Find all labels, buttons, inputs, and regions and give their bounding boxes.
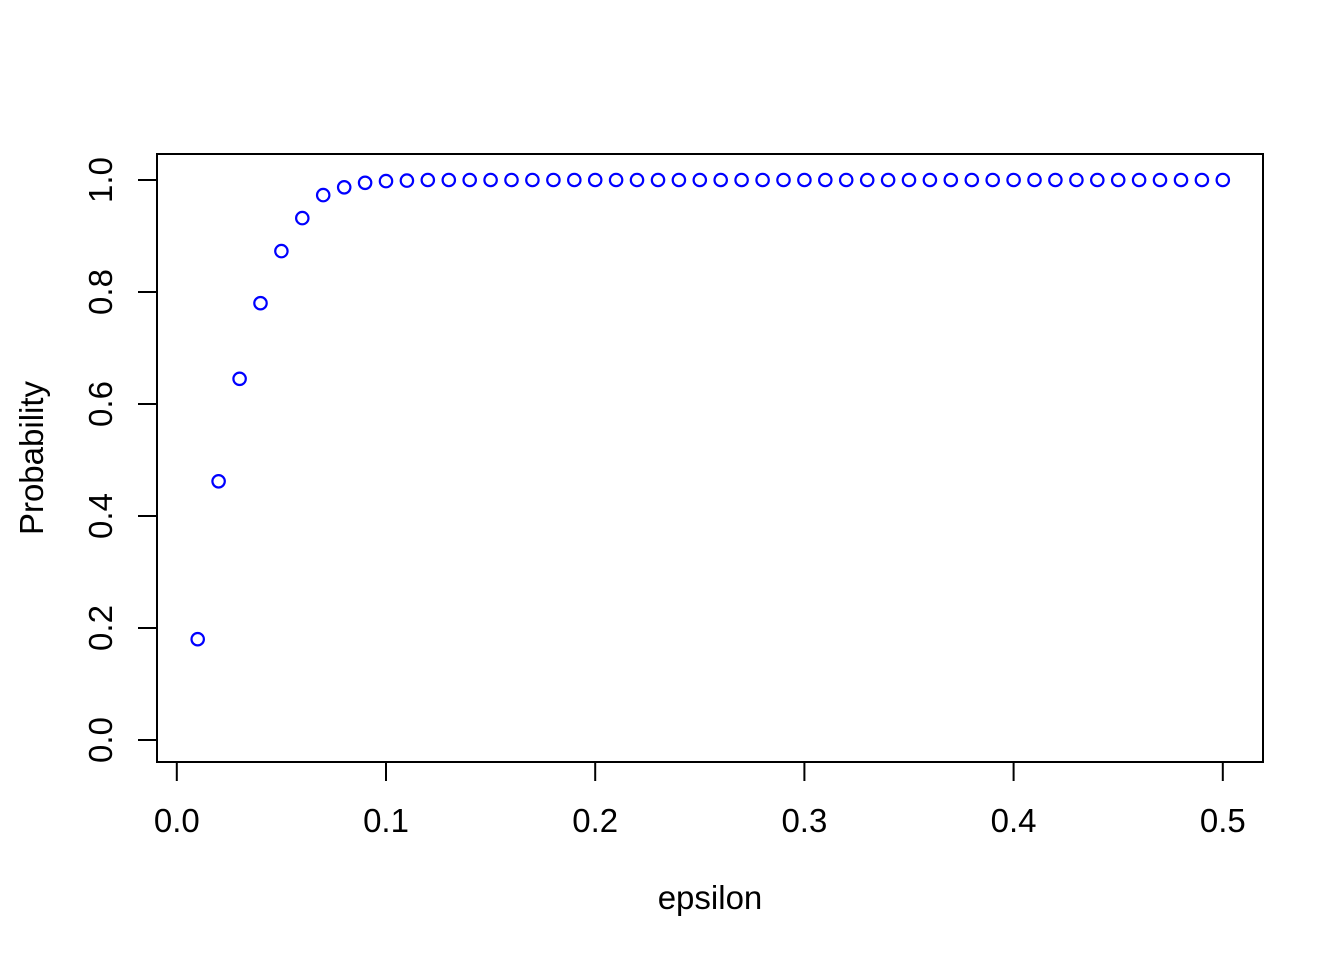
data-point [294,210,310,226]
data-point [232,371,247,387]
data-point [671,172,687,188]
data-point [629,172,645,188]
data-point [650,172,666,188]
data-point [608,172,624,188]
data-point [1006,172,1021,188]
data-point [190,631,205,647]
data-point [211,473,226,489]
y-tick-label: 0.6 [82,381,119,427]
plot-box [156,153,1264,763]
data-point [922,172,938,188]
data-point [1048,172,1063,188]
data-point [546,172,561,188]
data-point [1152,172,1168,188]
x-axis-title: epsilon [657,879,763,916]
x-tick-label: 0.5 [1200,802,1246,839]
data-point [566,172,582,188]
data-point [587,172,603,188]
data-point [274,243,289,259]
x-tick-label: 0.3 [781,802,827,839]
data-point [1194,172,1210,188]
data-point [859,172,875,188]
data-point [755,172,770,188]
data-point [901,172,917,188]
data-point [817,172,833,188]
data-point [880,172,896,188]
data-point [943,172,959,188]
data-point [713,172,728,188]
data-point [441,172,457,188]
data-point [734,172,749,188]
data-point [1027,172,1042,188]
y-tick-label: 0.4 [82,493,119,539]
data-point [315,187,331,203]
data-point [1110,172,1126,188]
data-point [399,173,415,188]
data-point [964,172,980,188]
data-point [504,172,519,188]
data-point [420,172,436,188]
data-point [985,172,1000,188]
data-point [483,172,498,188]
data-point [253,295,268,311]
x-tick-label: 0.1 [363,802,409,839]
data-point [1069,172,1084,188]
data-point [1090,172,1105,188]
data-point [525,172,540,188]
data-point [336,180,352,195]
y-tick-label: 0.2 [82,605,119,651]
y-tick-label: 0.8 [82,269,119,315]
data-point [378,173,394,189]
data-point [692,172,708,188]
y-tick-label: 0.0 [82,717,119,763]
data-point [1215,172,1231,188]
data-point [1131,172,1147,188]
x-tick-label: 0.4 [991,802,1037,839]
data-point [462,172,477,188]
data-point [776,172,791,188]
y-tick-label: 1.0 [82,157,119,203]
y-axis-title: Probability [13,380,50,536]
x-tick-label: 0.2 [572,802,618,839]
x-tick-label: 0.0 [154,802,200,839]
data-point [357,175,373,191]
data-point [838,172,854,188]
data-point [797,172,812,188]
data-point [1173,172,1189,188]
